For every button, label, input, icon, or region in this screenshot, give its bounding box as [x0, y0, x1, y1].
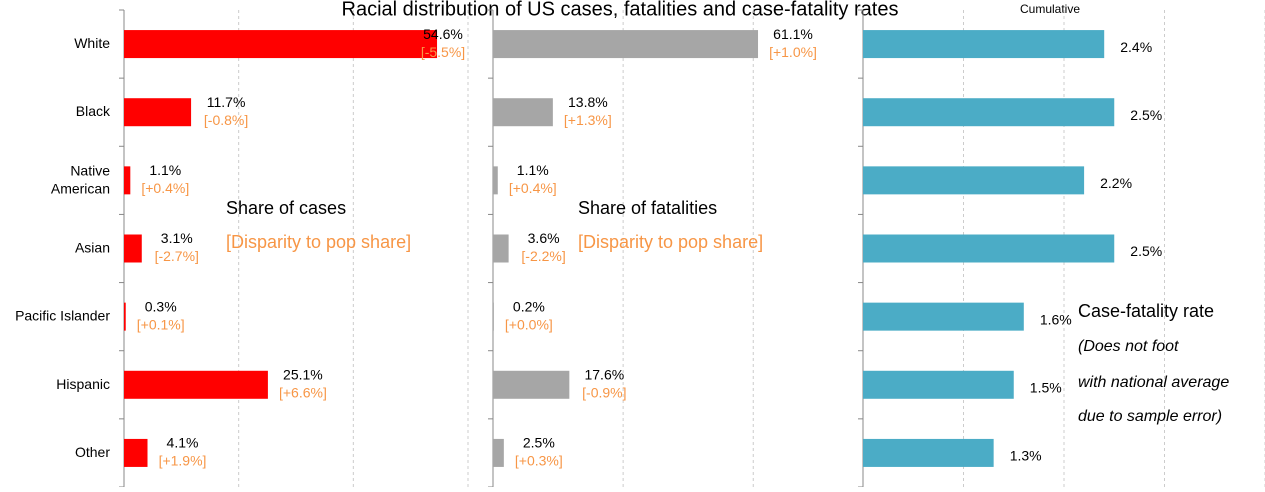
bar: [124, 166, 131, 195]
value-label: 2.5%: [1130, 243, 1162, 259]
disparity-label: [-0.8%]: [204, 112, 248, 128]
annotation: [Disparity to pop share]: [226, 232, 411, 252]
value-label: 2.4%: [1120, 39, 1152, 55]
value-label: 17.6%: [584, 366, 624, 382]
disparity-label: [+0.4%]: [509, 180, 557, 196]
chart-title: Racial distribution of US cases, fatalit…: [342, 0, 899, 20]
bar: [124, 370, 268, 399]
value-label: 1.3%: [1010, 448, 1042, 464]
y-tick-label: Other: [75, 444, 110, 460]
bar: [493, 166, 498, 195]
bar: [124, 98, 192, 127]
value-label: 1.1%: [149, 162, 181, 178]
y-tick-label: White: [74, 35, 110, 51]
value-label: 3.6%: [528, 230, 560, 246]
disparity-label: [+1.3%]: [564, 112, 612, 128]
bar: [863, 370, 1014, 399]
annotation: Share of fatalities: [578, 198, 717, 218]
disparity-label: [-5.5%]: [421, 44, 465, 60]
value-label: 25.1%: [283, 366, 323, 382]
annotation: due to sample error): [1078, 408, 1222, 425]
value-label: 0.3%: [145, 298, 177, 314]
value-label: 54.6%: [423, 26, 463, 42]
y-tick-label: Asian: [75, 239, 110, 255]
bar: [493, 370, 570, 399]
y-tick-label: Native American: [51, 162, 110, 196]
y-tick-label: Black: [76, 103, 111, 119]
bar: [863, 98, 1115, 127]
bar: [124, 234, 142, 263]
value-label: 11.7%: [207, 94, 246, 110]
value-label: 13.8%: [568, 94, 608, 110]
bar: [124, 438, 148, 467]
bar: [863, 234, 1115, 263]
bar: [493, 302, 494, 331]
disparity-label: [+0.4%]: [141, 180, 189, 196]
disparity-label: [-2.7%]: [155, 248, 199, 264]
bar: [863, 166, 1085, 195]
annotation: Case-fatality rate: [1078, 301, 1214, 321]
disparity-label: [+1.9%]: [159, 453, 207, 469]
annotation: [Disparity to pop share]: [578, 232, 763, 252]
value-label: 2.2%: [1100, 175, 1132, 191]
value-label: 3.1%: [161, 230, 193, 246]
value-label: 1.5%: [1030, 379, 1062, 395]
value-label: 0.2%: [513, 298, 545, 314]
value-label: 2.5%: [523, 435, 555, 451]
disparity-label: [+1.0%]: [769, 44, 817, 60]
bar: [493, 234, 509, 263]
bar: [863, 302, 1024, 331]
bar: [493, 98, 553, 127]
disparity-label: [+6.6%]: [279, 384, 327, 400]
value-label: 4.1%: [167, 435, 199, 451]
value-label: 1.6%: [1040, 311, 1072, 327]
disparity-label: [-2.2%]: [521, 248, 565, 264]
value-label: 2.5%: [1130, 107, 1162, 123]
disparity-label: [+0.3%]: [515, 453, 563, 469]
bar: [493, 438, 504, 467]
annotation: (Does not foot: [1078, 338, 1179, 355]
bar: [124, 30, 438, 59]
chart-subtitle: Cumulative: [1020, 2, 1080, 16]
annotation: Share of cases: [226, 198, 346, 218]
y-tick-label: Pacific Islander: [15, 307, 110, 323]
bar: [863, 438, 994, 467]
disparity-label: [-0.9%]: [582, 384, 626, 400]
value-label: 61.1%: [773, 26, 813, 42]
disparity-label: [+0.1%]: [137, 316, 185, 332]
bar: [863, 30, 1105, 59]
disparity-label: [+0.0%]: [505, 316, 553, 332]
value-label: 1.1%: [517, 162, 549, 178]
bar: [124, 302, 126, 331]
bar: [493, 30, 759, 59]
y-tick-label: Hispanic: [56, 375, 110, 391]
annotation: with national average: [1078, 374, 1229, 391]
